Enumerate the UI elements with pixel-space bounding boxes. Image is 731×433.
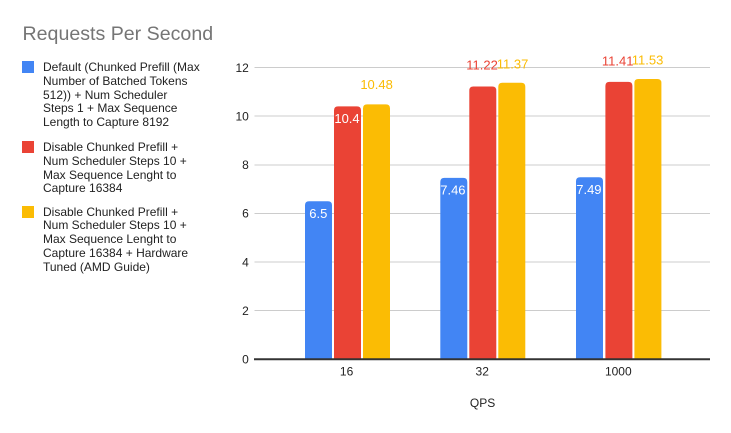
svg-text:11.41: 11.41 bbox=[602, 53, 634, 68]
svg-text:0: 0 bbox=[242, 353, 249, 367]
svg-text:1000: 1000 bbox=[605, 365, 632, 379]
svg-text:7.49: 7.49 bbox=[576, 182, 601, 197]
svg-text:6: 6 bbox=[242, 207, 249, 221]
svg-text:7.46: 7.46 bbox=[440, 182, 465, 197]
svg-text:12: 12 bbox=[235, 61, 249, 75]
svg-text:32: 32 bbox=[476, 365, 490, 379]
svg-text:6.5: 6.5 bbox=[309, 206, 327, 221]
svg-text:16: 16 bbox=[340, 365, 354, 379]
svg-text:11.22: 11.22 bbox=[466, 58, 498, 73]
svg-text:10.4: 10.4 bbox=[334, 111, 359, 126]
svg-text:10: 10 bbox=[235, 109, 249, 123]
svg-text:11.37: 11.37 bbox=[497, 57, 529, 72]
svg-text:QPS: QPS bbox=[470, 396, 495, 410]
svg-text:4: 4 bbox=[242, 255, 249, 269]
svg-text:10.48: 10.48 bbox=[360, 77, 393, 92]
svg-text:8: 8 bbox=[242, 158, 249, 172]
svg-text:2: 2 bbox=[242, 304, 249, 318]
svg-text:11.53: 11.53 bbox=[632, 53, 664, 68]
